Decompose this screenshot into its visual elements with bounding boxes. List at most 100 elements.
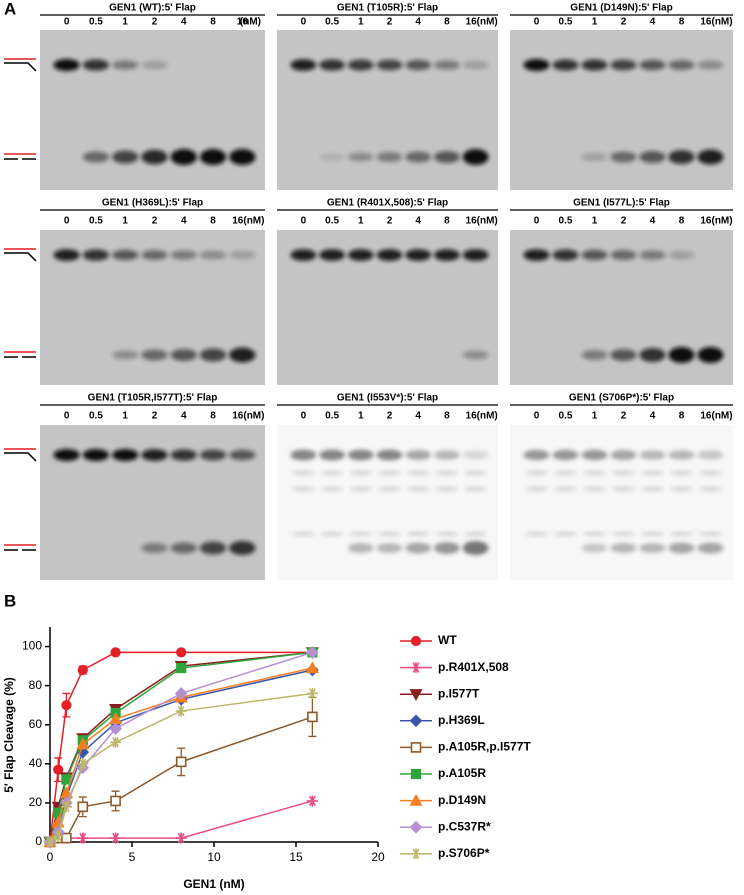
gel-band (319, 59, 345, 71)
gel-band (610, 59, 637, 71)
marker (174, 687, 188, 700)
lane-label: 8 (679, 17, 685, 28)
lane-label: 16(nM) (466, 411, 498, 422)
marker (53, 764, 64, 775)
lane-label: 2 (387, 411, 393, 422)
gel-band (378, 487, 401, 491)
gel-band (112, 350, 139, 360)
lane-label: 16(nM) (700, 17, 732, 28)
x-axis-label: GEN1 (nM) (183, 877, 244, 891)
gel-band (170, 542, 197, 554)
lane-label: 1 (122, 411, 128, 422)
x-tick-label: 5 (129, 850, 136, 864)
y-axis-label: 5' Flap Cleavage (%) (2, 677, 16, 793)
gel-band (640, 532, 665, 536)
gel-band (376, 59, 403, 71)
gel-image (510, 425, 733, 580)
gel-band (697, 450, 724, 460)
gel-band (378, 532, 401, 536)
gel-band (141, 250, 168, 260)
gel-band (434, 60, 460, 70)
gel-band (552, 449, 579, 461)
marker (110, 736, 122, 748)
marker (77, 801, 89, 813)
gel-band (406, 487, 430, 491)
gel-band (610, 543, 637, 553)
gel-band (405, 249, 432, 261)
lane-label: 2 (152, 411, 158, 422)
lane-label: 4 (415, 17, 421, 28)
lane-label: 0.5 (89, 17, 103, 28)
gel-band (669, 532, 694, 536)
lane-label: 4 (650, 216, 656, 227)
legend-label: p.D149N (438, 793, 486, 807)
gel-band (524, 471, 549, 475)
lane-label: 0.5 (89, 411, 103, 422)
legend-marker (410, 742, 422, 753)
gel-band (639, 450, 666, 460)
marker (305, 661, 319, 674)
gel-band (611, 487, 636, 491)
x-tick-label: 20 (371, 850, 385, 864)
legend-marker (410, 635, 422, 647)
y-tick-label: 0 (35, 834, 42, 848)
gel-band (376, 249, 403, 261)
lane-label: 2 (387, 17, 393, 28)
gel-band (582, 471, 607, 475)
gel-band (610, 450, 637, 460)
marker (77, 758, 89, 770)
gel-image (277, 30, 498, 190)
marker (306, 795, 318, 807)
lane-label: 1 (592, 17, 598, 28)
gel-band (376, 449, 403, 461)
lane-label: 0 (534, 216, 540, 227)
legend-marker (409, 793, 423, 806)
gel-band (610, 151, 637, 163)
flap-symbol (4, 452, 37, 462)
gel-band (668, 60, 695, 70)
gel-band (170, 149, 197, 165)
gel-band (405, 59, 432, 71)
lane-label: 2 (152, 17, 158, 28)
lane-label: 8 (679, 411, 685, 422)
marker (44, 836, 56, 848)
gel-band (53, 249, 80, 261)
gel-band (698, 487, 723, 491)
gel-band (229, 541, 256, 555)
unit-label: (nM) (240, 17, 261, 28)
gel-band (406, 532, 430, 536)
gel-band (697, 347, 724, 363)
gel-band (524, 487, 549, 491)
gel-band (581, 350, 608, 360)
lane-label: 0 (534, 17, 540, 28)
gel-band (141, 349, 168, 361)
lane-label: 4 (415, 411, 421, 422)
gel-band (319, 153, 345, 161)
gel-band (639, 250, 666, 260)
legend-label: p.H369L (438, 713, 485, 727)
gel-band (199, 250, 227, 260)
lane-label: 0.5 (559, 216, 573, 227)
gel-band (199, 541, 227, 555)
gel-band (53, 449, 80, 461)
gel-band (347, 59, 374, 71)
lane-label: 1 (358, 17, 364, 28)
lane-label: 0.5 (559, 411, 573, 422)
gel-band (141, 449, 168, 461)
gel-band (170, 449, 197, 461)
gel-band (639, 59, 666, 71)
flap-symbol (4, 62, 37, 72)
gel-band (199, 348, 227, 362)
gel-band (464, 487, 488, 491)
gel-band (464, 532, 488, 536)
gel-band (376, 152, 403, 162)
gel-band (581, 59, 608, 71)
gel-band (462, 249, 489, 261)
gel-band (640, 487, 665, 491)
gel-band (462, 149, 489, 165)
legend-label: p.S706P* (438, 846, 490, 860)
gel-band (199, 449, 227, 461)
gel-title: GEN1 (H369L):5' Flap (102, 198, 203, 209)
gel-band (406, 471, 430, 475)
x-tick-label: 0 (47, 850, 54, 864)
